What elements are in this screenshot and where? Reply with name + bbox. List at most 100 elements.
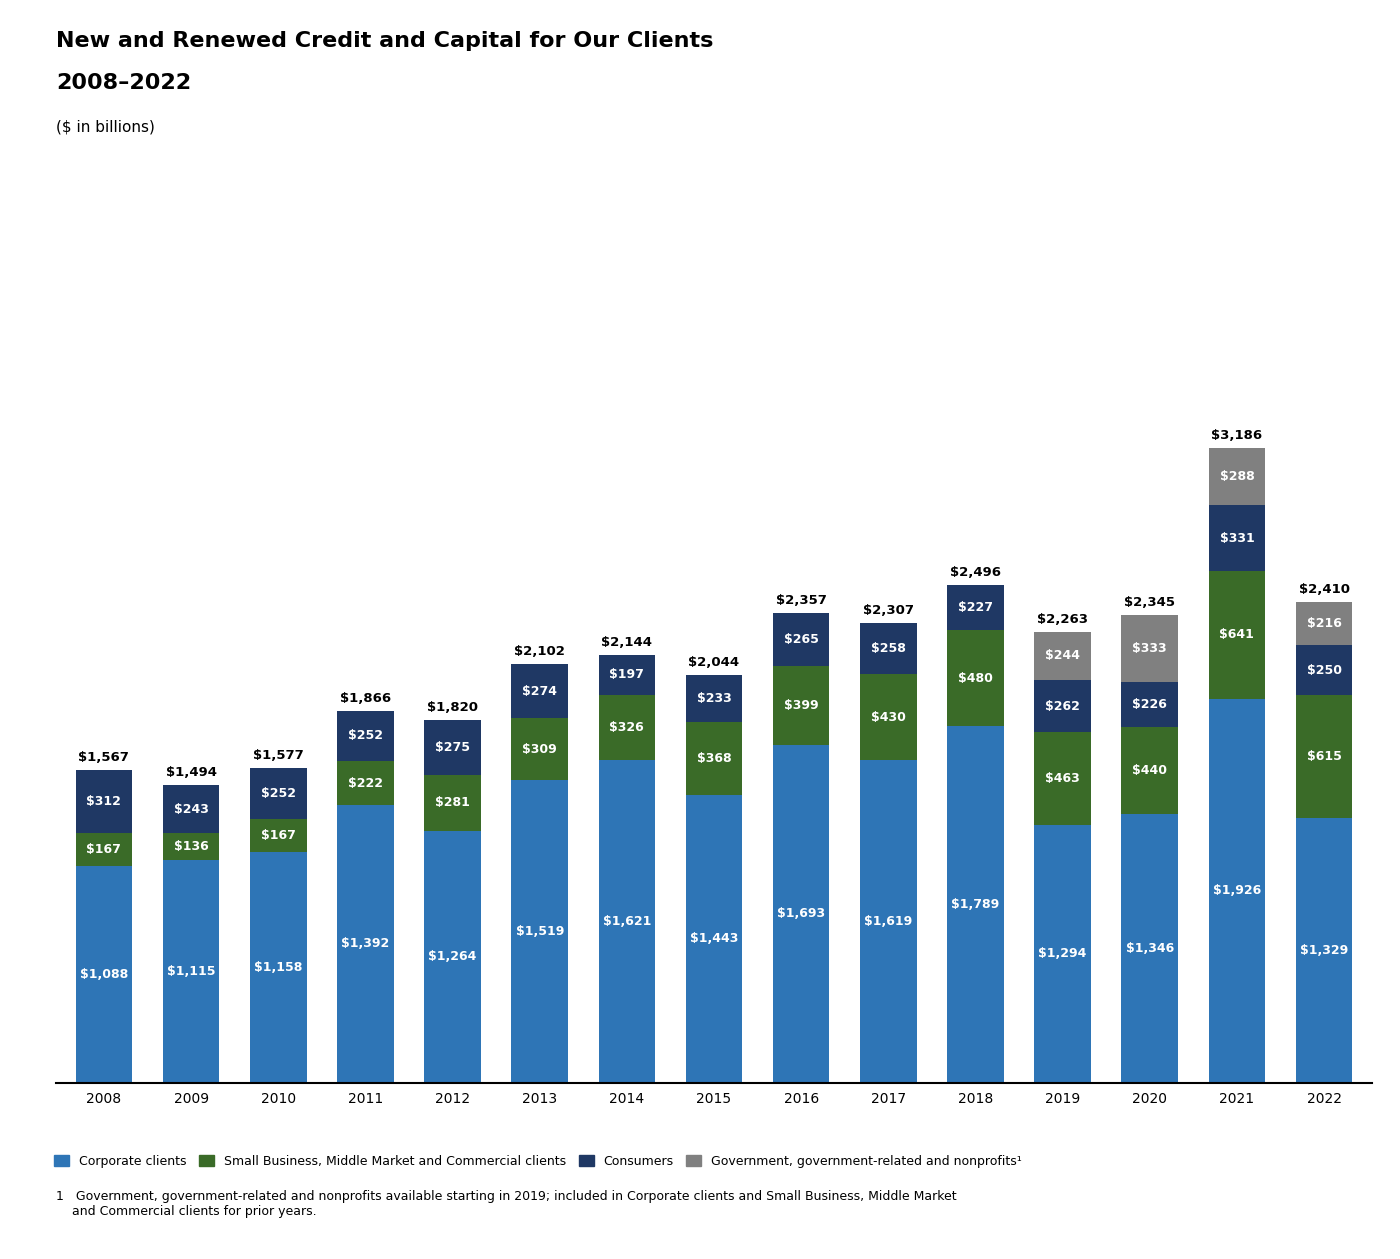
Text: $222: $222	[347, 777, 382, 789]
Text: $2,263: $2,263	[1037, 613, 1088, 626]
Bar	[511, 779, 568, 1083]
Text: $233: $233	[697, 692, 731, 705]
Text: $1,329: $1,329	[1301, 944, 1348, 957]
Bar	[251, 818, 307, 852]
Text: $463: $463	[1046, 772, 1079, 786]
Bar	[1296, 695, 1352, 818]
Bar	[1035, 632, 1091, 680]
Bar	[511, 663, 568, 719]
Bar	[1296, 646, 1352, 695]
Bar	[599, 759, 655, 1083]
Text: $1,264: $1,264	[428, 951, 477, 963]
Text: $1,621: $1,621	[602, 915, 651, 928]
Text: $3,186: $3,186	[1211, 428, 1263, 442]
Bar	[1208, 572, 1266, 699]
Bar	[251, 852, 307, 1083]
Text: $227: $227	[958, 602, 993, 614]
Bar	[1121, 681, 1177, 726]
Text: $2,410: $2,410	[1299, 583, 1350, 597]
Text: $216: $216	[1306, 617, 1341, 631]
Text: $309: $309	[522, 743, 557, 755]
Text: $2,044: $2,044	[689, 656, 739, 670]
Text: $167: $167	[87, 842, 122, 856]
Text: $1,392: $1,392	[342, 938, 389, 951]
Bar	[424, 774, 480, 831]
Bar	[1035, 825, 1091, 1083]
Text: $243: $243	[174, 803, 209, 816]
Text: $368: $368	[697, 752, 731, 765]
Text: $312: $312	[87, 794, 122, 808]
Bar	[599, 656, 655, 695]
Text: $1,294: $1,294	[1039, 947, 1086, 961]
Bar	[76, 832, 132, 866]
Text: $244: $244	[1046, 650, 1081, 662]
Bar	[686, 796, 742, 1083]
Text: $615: $615	[1306, 750, 1341, 763]
Text: $1,519: $1,519	[515, 925, 564, 938]
Text: $399: $399	[784, 699, 819, 713]
Text: $1,789: $1,789	[952, 898, 1000, 912]
Text: New and Renewed Credit and Capital for Our Clients: New and Renewed Credit and Capital for O…	[56, 31, 714, 52]
Bar	[948, 585, 1004, 631]
Bar	[1296, 818, 1352, 1083]
Text: $252: $252	[347, 729, 382, 743]
Text: $136: $136	[174, 841, 209, 854]
Bar	[162, 860, 220, 1083]
Bar	[251, 768, 307, 818]
Text: $326: $326	[609, 720, 644, 734]
Bar	[76, 866, 132, 1083]
Text: $274: $274	[522, 685, 557, 697]
Text: $430: $430	[871, 710, 906, 724]
Text: $331: $331	[1219, 531, 1254, 545]
Text: $1,577: $1,577	[253, 749, 304, 763]
Bar	[948, 631, 1004, 726]
Text: $1,115: $1,115	[167, 966, 216, 978]
Text: $1,443: $1,443	[690, 933, 738, 946]
Bar	[1208, 505, 1266, 572]
Text: $275: $275	[435, 740, 470, 754]
Bar	[1035, 733, 1091, 825]
Bar	[1121, 726, 1177, 815]
Text: $440: $440	[1133, 764, 1168, 777]
Bar	[1035, 680, 1091, 733]
Legend: Corporate clients, Small Business, Middle Market and Commercial clients, Consume: Corporate clients, Small Business, Middl…	[49, 1149, 1028, 1173]
Bar	[860, 675, 917, 760]
Text: $2,307: $2,307	[862, 604, 914, 617]
Bar	[1121, 616, 1177, 681]
Bar	[1208, 699, 1266, 1083]
Text: $265: $265	[784, 633, 819, 646]
Bar	[773, 613, 829, 666]
Text: $252: $252	[260, 787, 295, 799]
Text: $226: $226	[1133, 697, 1168, 710]
Text: $641: $641	[1219, 628, 1254, 641]
Bar	[686, 721, 742, 796]
Text: ($ in billions): ($ in billions)	[56, 120, 155, 135]
Text: $167: $167	[260, 828, 295, 842]
Bar	[773, 745, 829, 1083]
Text: $1,820: $1,820	[427, 701, 477, 714]
Text: $333: $333	[1133, 642, 1168, 655]
Bar	[773, 666, 829, 745]
Text: $2,102: $2,102	[514, 645, 566, 657]
Bar	[511, 719, 568, 779]
Text: $1,619: $1,619	[864, 915, 913, 928]
Text: $1,866: $1,866	[340, 691, 391, 705]
Text: $2,357: $2,357	[776, 594, 826, 607]
Text: $2,345: $2,345	[1124, 597, 1175, 609]
Text: $1,158: $1,158	[253, 961, 302, 973]
Bar	[337, 760, 393, 806]
Text: $262: $262	[1046, 700, 1079, 713]
Text: 1   Government, government-related and nonprofits available starting in 2019; in: 1 Government, government-related and non…	[56, 1190, 956, 1217]
Bar	[162, 784, 220, 833]
Text: $1,926: $1,926	[1212, 884, 1261, 898]
Text: $1,494: $1,494	[165, 765, 217, 779]
Bar	[162, 833, 220, 860]
Text: $281: $281	[435, 796, 470, 810]
Bar	[1296, 602, 1352, 646]
Text: $2,144: $2,144	[602, 636, 652, 650]
Bar	[860, 760, 917, 1083]
Bar	[599, 695, 655, 759]
Bar	[337, 711, 393, 760]
Text: 2008–2022: 2008–2022	[56, 73, 192, 93]
Text: $1,693: $1,693	[777, 908, 825, 920]
